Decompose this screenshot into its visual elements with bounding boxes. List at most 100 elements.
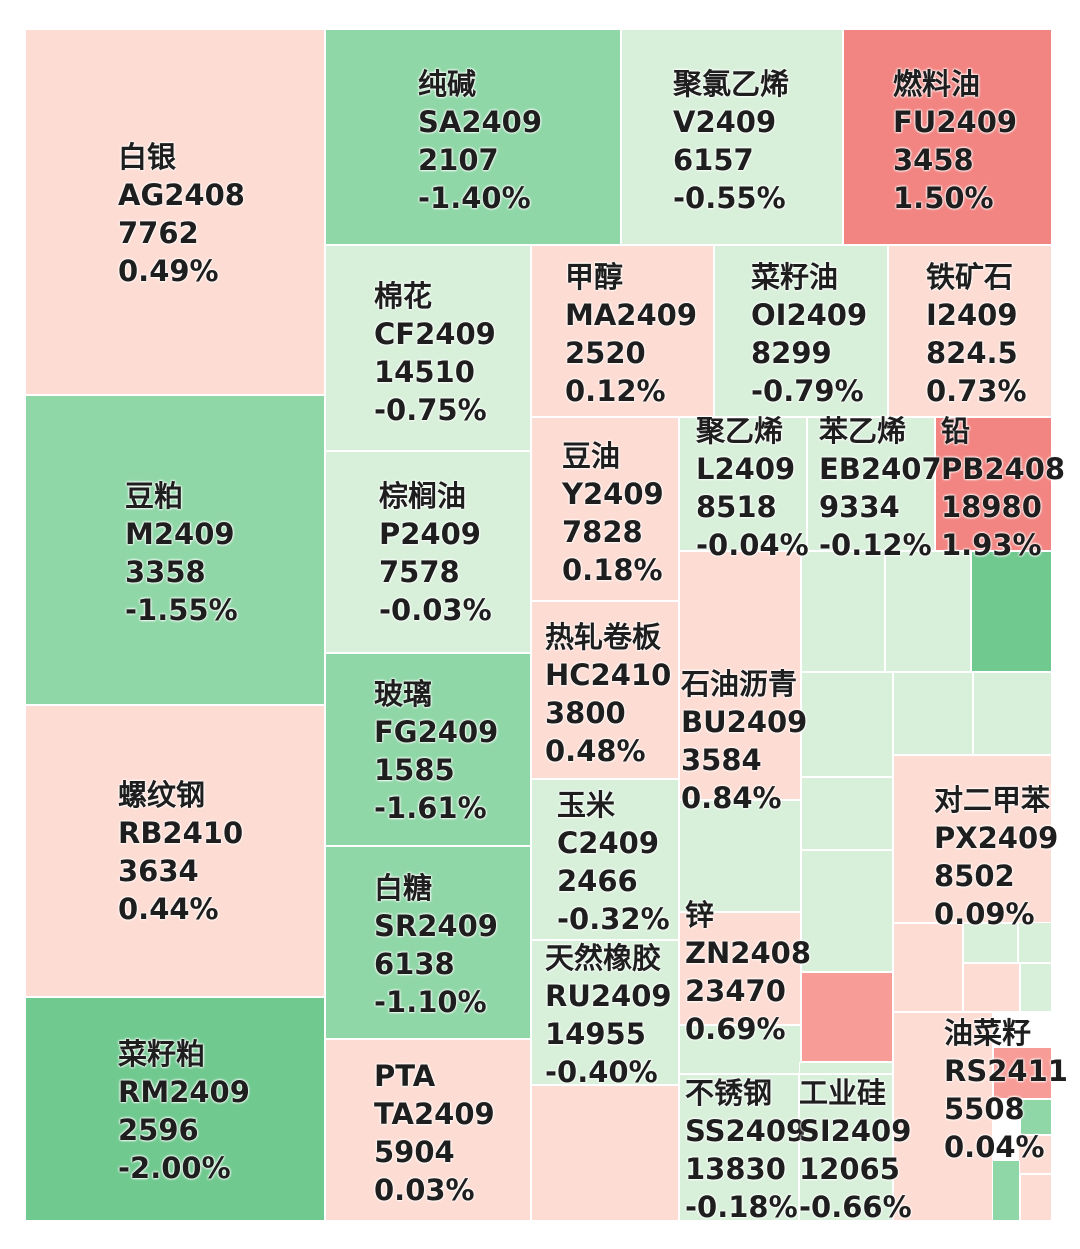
tile-name: 石油沥青: [681, 667, 798, 701]
tile-price: 3458: [893, 143, 974, 177]
tile-code: PB2408: [941, 452, 1066, 486]
tile-code: RB2410: [118, 816, 244, 850]
tile-code: SR2409: [374, 909, 498, 943]
tile-name: PTA: [374, 1059, 436, 1093]
tile-price: 3358: [125, 555, 206, 589]
minor-contract-tile: [801, 972, 893, 1062]
tile-label: 天然橡胶 RU2409 14955 -0.40%: [545, 939, 672, 1091]
tile-code: TA2409: [374, 1097, 495, 1131]
tile-change: -0.18%: [685, 1190, 798, 1224]
tile-change: -1.10%: [374, 985, 487, 1019]
tile-change: -0.32%: [557, 902, 670, 936]
tile-code: SA2409: [418, 105, 543, 139]
tile-code: L2409: [696, 452, 796, 486]
tile-label: 菜籽油 OI2409 8299 -0.79%: [751, 258, 867, 410]
tile-code: RS2411: [944, 1054, 1068, 1088]
tile-label: 菜籽粕 RM2409 2596 -2.00%: [118, 1035, 250, 1187]
tile-price: 824.5: [926, 336, 1018, 370]
tile-label: 苯乙烯 EB2407 9334 -0.12%: [819, 412, 942, 564]
tile-price: 2596: [118, 1113, 199, 1147]
treemap-tile-ss2409: [679, 1074, 799, 1221]
tile-name: 菜籽油: [751, 260, 839, 294]
minor-contract-tile: [1020, 963, 1052, 1012]
tile-change: -1.61%: [374, 791, 487, 825]
minor-contract-tile: [1020, 1099, 1052, 1135]
tile-name: 铁矿石: [926, 260, 1014, 294]
tile-price: 2520: [565, 336, 646, 370]
tile-code: M2409: [125, 517, 235, 551]
tile-change: 0.44%: [118, 892, 219, 926]
tile-price: 5904: [374, 1135, 455, 1169]
tile-price: 7828: [562, 515, 643, 549]
tile-code: PX2409: [934, 821, 1059, 855]
tile-name: 甲醇: [565, 260, 624, 294]
tile-label: 铁矿石 I2409 824.5 0.73%: [926, 258, 1027, 410]
tile-label: PTA TA2409 5904 0.03%: [374, 1057, 495, 1209]
tile-name: 不锈钢: [685, 1076, 773, 1110]
tile-change: -0.55%: [673, 181, 786, 215]
tile-name: 聚乙烯: [696, 414, 784, 448]
tile-label: 铅 PB2408 18980 1.93%: [941, 412, 1065, 564]
tile-name: 菜籽粕: [118, 1037, 206, 1071]
tile-code: RU2409: [545, 979, 672, 1013]
tile-code: EB2407: [819, 452, 942, 486]
tile-name: 聚氯乙烯: [673, 67, 790, 101]
tile-code: FG2409: [374, 715, 499, 749]
tile-price: 13830: [685, 1152, 786, 1186]
tile-price: 5508: [944, 1092, 1025, 1126]
treemap-tile-cf2409: [325, 245, 531, 451]
tile-price: 3800: [545, 696, 626, 730]
tile-price: 12065: [799, 1152, 900, 1186]
tile-change: 0.49%: [118, 254, 219, 288]
tile-price: 8518: [696, 490, 777, 524]
tile-code: C2409: [557, 826, 659, 860]
minor-contract-tile: [799, 1062, 893, 1074]
treemap-tile-zn2408: [679, 912, 801, 1025]
minor-contract-tile: [679, 1025, 801, 1074]
tile-code: HC2410: [545, 658, 672, 692]
tile-change: 0.03%: [374, 1173, 475, 1207]
treemap-tile-oi2409: [714, 245, 888, 417]
treemap-tile-m2409: [25, 395, 325, 705]
tile-code: SI2409: [799, 1114, 912, 1148]
tile-change: 0.69%: [685, 1012, 786, 1046]
tile-change: -1.40%: [418, 181, 531, 215]
treemap-tile-fu2409: [843, 29, 1052, 245]
treemap-tile-ru2409: [531, 940, 679, 1085]
minor-contract-tile: [801, 777, 893, 850]
tile-name: 工业硅: [799, 1076, 887, 1110]
tile-change: 0.84%: [681, 781, 782, 815]
tile-code: P2409: [379, 517, 481, 551]
minor-contract-tile: [971, 551, 1052, 672]
tile-change: 0.04%: [944, 1130, 1045, 1164]
tile-code: V2409: [673, 105, 777, 139]
treemap-tile-bu2409: [679, 551, 801, 800]
tile-label: 聚乙烯 L2409 8518 -0.04%: [696, 412, 809, 564]
tile-code: BU2409: [681, 705, 808, 739]
tile-price: 8502: [934, 859, 1015, 893]
minor-contract-tile: [531, 1085, 679, 1221]
tile-name: 对二甲苯: [934, 783, 1051, 817]
minor-contract-tile: [963, 923, 1018, 963]
treemap-tile-ta2409: [325, 1039, 531, 1221]
tile-change: -0.66%: [799, 1190, 912, 1224]
tile-change: -0.79%: [751, 374, 864, 408]
treemap-tile-sa2409: [325, 29, 621, 245]
tile-name: 纯碱: [418, 67, 477, 101]
tile-label: 石油沥青 BU2409 3584 0.84%: [681, 665, 807, 817]
tile-name: 燃料油: [893, 67, 981, 101]
tile-name: 玉米: [557, 788, 616, 822]
tile-price: 18980: [941, 490, 1042, 524]
tile-change: 1.93%: [941, 528, 1042, 562]
tile-change: -0.03%: [379, 593, 492, 627]
tile-label: 纯碱 SA2409 2107 -1.40%: [418, 65, 542, 217]
minor-contract-tile: [885, 551, 971, 672]
tile-change: 0.73%: [926, 374, 1027, 408]
treemap-tile-ma2409: [531, 245, 714, 417]
tile-change: -1.55%: [125, 593, 238, 627]
tile-label: 玉米 C2409 2466 -0.32%: [557, 786, 670, 938]
tile-code: RM2409: [118, 1075, 250, 1109]
minor-contract-tile: [801, 672, 893, 777]
tile-name: 玻璃: [374, 677, 433, 711]
tile-label: 甲醇 MA2409 2520 0.12%: [565, 258, 697, 410]
